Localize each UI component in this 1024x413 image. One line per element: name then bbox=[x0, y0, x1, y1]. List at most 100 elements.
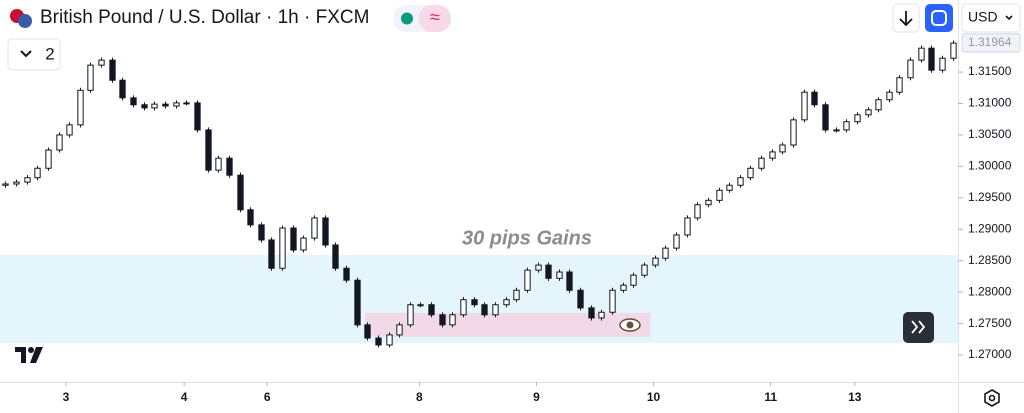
last-price-label: 1.31964 bbox=[968, 35, 1012, 49]
candle-body bbox=[162, 103, 169, 107]
candle-body bbox=[950, 42, 957, 59]
candle-body bbox=[109, 59, 116, 81]
candle-body bbox=[833, 129, 840, 132]
x-tick-label: 6 bbox=[264, 390, 271, 404]
candle-body bbox=[854, 114, 861, 123]
candle-body bbox=[215, 157, 222, 171]
candle-body bbox=[66, 124, 73, 136]
candle-body bbox=[279, 227, 286, 269]
candle-body bbox=[620, 284, 627, 291]
candle-body bbox=[609, 289, 616, 313]
candle-body bbox=[226, 157, 233, 176]
candle-body bbox=[2, 183, 9, 186]
y-tick-label: 1.28500 bbox=[968, 253, 1012, 267]
candle-body bbox=[811, 91, 818, 106]
candle-body bbox=[354, 279, 361, 326]
candle-body bbox=[24, 177, 31, 183]
x-tick-label: 8 bbox=[416, 390, 423, 404]
tv-logo bbox=[15, 347, 43, 363]
zones bbox=[0, 255, 958, 344]
candle-body bbox=[545, 264, 552, 279]
candle-body bbox=[747, 167, 754, 179]
x-tick-label: 11 bbox=[764, 390, 777, 404]
candle-body bbox=[364, 324, 371, 339]
candle-body bbox=[630, 274, 637, 286]
y-tick-label: 1.31500 bbox=[968, 64, 1012, 78]
candle-body bbox=[332, 244, 339, 269]
y-tick-label: 1.30500 bbox=[968, 127, 1012, 141]
candle-body bbox=[98, 59, 105, 66]
candle-body bbox=[705, 199, 712, 206]
annotation: 30 pips Gains bbox=[462, 227, 592, 249]
sync-button[interactable] bbox=[925, 4, 953, 32]
candle-body bbox=[417, 304, 424, 307]
candle-body bbox=[843, 121, 850, 131]
axes: 1.27000 1.27500 1.28000 1.28500 1.29000 1.295… bbox=[63, 33, 1021, 404]
candle-body bbox=[428, 304, 435, 316]
candle-body bbox=[801, 91, 808, 121]
candle-body bbox=[865, 109, 872, 116]
eye-icon[interactable] bbox=[619, 318, 641, 332]
candle-body bbox=[886, 91, 893, 101]
candle-body bbox=[481, 304, 488, 316]
settings-button[interactable] bbox=[984, 389, 1000, 407]
candle-body bbox=[311, 217, 318, 239]
candle-body bbox=[556, 271, 563, 279]
candle-body bbox=[56, 134, 63, 151]
currency: USD bbox=[968, 9, 998, 25]
y-tick-label: 1.29000 bbox=[968, 221, 1012, 235]
candle-body bbox=[790, 119, 797, 146]
candle-body bbox=[662, 247, 669, 259]
scroll-right-button[interactable] bbox=[903, 312, 934, 343]
x-tick-label: 3 bbox=[63, 390, 70, 404]
candle-body bbox=[87, 64, 94, 91]
candle-body bbox=[598, 311, 605, 319]
candle-body bbox=[141, 104, 148, 109]
candle-body bbox=[694, 204, 701, 219]
layout-count: 2 bbox=[45, 44, 54, 63]
candle-body bbox=[524, 269, 531, 291]
download-button[interactable] bbox=[892, 3, 920, 33]
candle-body bbox=[641, 264, 648, 276]
candle-body bbox=[396, 324, 403, 336]
candle-body bbox=[173, 102, 180, 107]
symbol-icon bbox=[10, 9, 32, 28]
candle-body bbox=[77, 89, 84, 126]
candle-body bbox=[119, 79, 126, 99]
candles bbox=[2, 40, 957, 348]
candle-body bbox=[205, 129, 212, 171]
candle-body bbox=[300, 237, 307, 251]
x-tick-label: 10 bbox=[647, 390, 661, 404]
candle-body bbox=[716, 189, 723, 201]
zone bbox=[365, 312, 651, 337]
candle-body bbox=[460, 299, 467, 316]
status-pill[interactable]: ≈ bbox=[393, 5, 451, 32]
candle-body bbox=[290, 227, 297, 251]
currency-select[interactable]: USD bbox=[961, 3, 1021, 33]
candle-body bbox=[449, 314, 456, 326]
svg-text:≈: ≈ bbox=[430, 7, 440, 27]
candle-body bbox=[577, 289, 584, 309]
candle-body bbox=[673, 234, 680, 249]
layout-toggle[interactable]: 2 bbox=[7, 38, 61, 71]
candle-body bbox=[471, 299, 478, 306]
candle-body bbox=[386, 334, 393, 346]
last-price-tag bbox=[961, 33, 1021, 53]
symbol-title[interactable]: British Pound / U.S. Dollar · 1h · FXCM bbox=[40, 7, 369, 28]
candle-body bbox=[939, 57, 946, 71]
candle-body bbox=[237, 174, 244, 211]
candle-body bbox=[737, 177, 744, 186]
candle-body bbox=[503, 299, 510, 306]
y-tick-label: 1.27500 bbox=[968, 316, 1012, 330]
y-tick-label: 1.30000 bbox=[968, 159, 1012, 173]
candle-body bbox=[513, 289, 520, 301]
candle-body bbox=[875, 99, 882, 111]
candle-body bbox=[907, 59, 914, 79]
candle-body bbox=[588, 307, 595, 319]
candle-body bbox=[918, 47, 925, 61]
x-tick-label: 9 bbox=[533, 390, 540, 404]
y-tick-label: 1.29500 bbox=[968, 190, 1012, 204]
candle-body bbox=[130, 97, 137, 106]
candle-body bbox=[322, 217, 329, 246]
candle-body bbox=[34, 167, 41, 179]
